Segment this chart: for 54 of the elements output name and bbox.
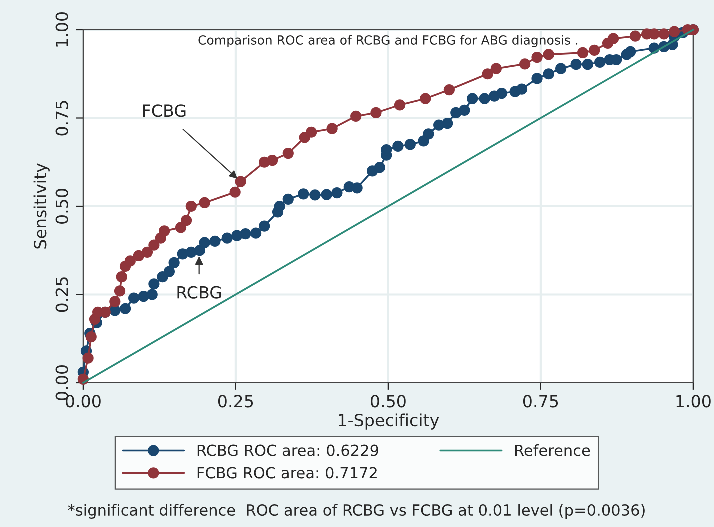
point (175, 222, 187, 234)
y-tick-label: 0.25 (56, 278, 68, 312)
point (350, 110, 362, 122)
point (608, 33, 620, 44)
legend-label: RCBG ROC area: 0.6229 (198, 444, 378, 456)
point (110, 296, 121, 308)
point (180, 215, 192, 226)
point (306, 126, 318, 138)
point (86, 332, 97, 343)
point (589, 44, 600, 56)
point (482, 68, 494, 80)
point (490, 63, 502, 74)
point (444, 84, 455, 96)
point (116, 272, 128, 283)
point (282, 148, 294, 160)
point (142, 246, 154, 258)
legend-label: FCBG ROC area: 0.7172 (198, 467, 377, 479)
x-tick-label: 0.50 (370, 395, 406, 408)
point (82, 352, 94, 364)
point (199, 197, 210, 209)
point (370, 107, 382, 119)
y-axis-title: Sensitivity (34, 164, 50, 249)
x-tick-label: 0.00 (66, 395, 101, 408)
point (543, 49, 554, 60)
chart-title: Comparison ROC area of RCBG and FCBG for ABG diagnosis . (198, 35, 578, 48)
x-tick-label: 0.25 (218, 395, 254, 408)
point (658, 28, 670, 40)
point (235, 176, 246, 188)
point (159, 226, 170, 237)
y-tick-label: 0.75 (56, 101, 68, 136)
point (114, 286, 126, 297)
text: *significant difference ROC area of RCBG vs FCBG at 0.01 level (p=0.0036) (68, 504, 645, 519)
point (394, 100, 406, 111)
point (668, 26, 680, 38)
x-axis-title: 1-Specificity (339, 414, 440, 430)
point (148, 240, 160, 251)
annotation: RCBG (178, 286, 222, 299)
point (133, 250, 144, 262)
point (230, 186, 241, 198)
point (266, 155, 278, 166)
y-tick-label: 0.50 (56, 189, 68, 224)
point (520, 58, 531, 70)
x-tick-label: 0.75 (523, 395, 558, 408)
legend-label: Reference (515, 444, 590, 456)
point (124, 256, 136, 267)
point (532, 52, 543, 64)
point (420, 93, 432, 104)
point (630, 30, 642, 42)
x-tick-label: 1.00 (676, 395, 711, 408)
point (326, 123, 338, 134)
y-tick-label: 1.00 (56, 12, 68, 47)
point (577, 47, 589, 58)
annotation: FCBG (143, 104, 186, 118)
point (186, 200, 197, 212)
